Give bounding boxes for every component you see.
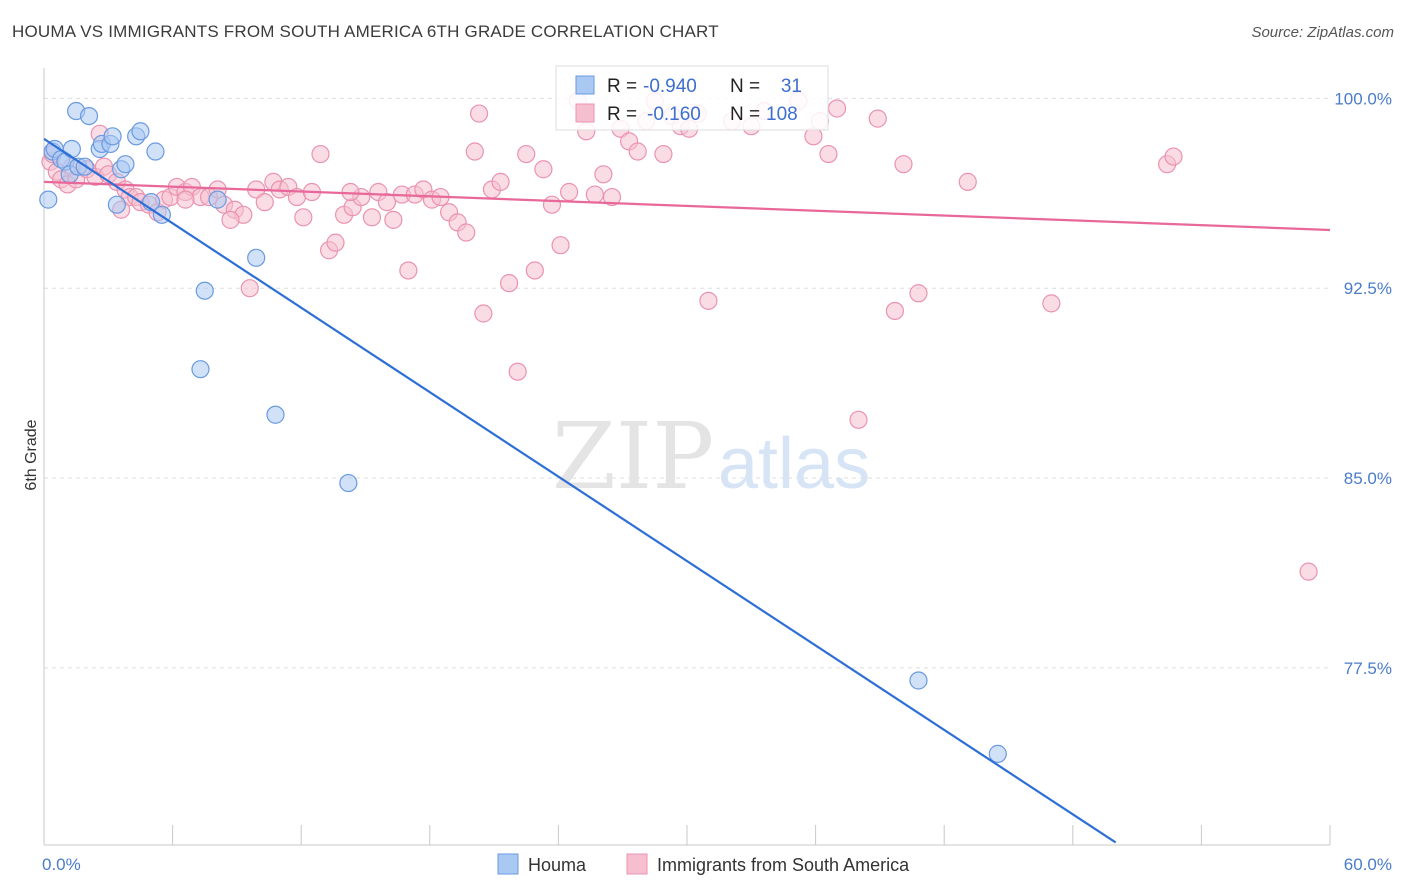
gridlines	[44, 97, 1330, 669]
point-immigrants	[326, 233, 345, 252]
watermark: ZIP atlas	[552, 403, 870, 510]
stats-n-label-immigrants: N =	[730, 104, 760, 125]
point-immigrants	[311, 144, 330, 164]
stats-r-value-immigrants: -0.160	[647, 104, 701, 125]
point-immigrants	[560, 182, 579, 202]
point-immigrants	[909, 284, 928, 303]
point-immigrants	[885, 301, 905, 321]
source-label: Source: ZipAtlas.com	[1251, 24, 1394, 41]
point-immigrants	[699, 291, 718, 310]
legend-swatch-immigrants[interactable]	[626, 853, 648, 875]
point-immigrants	[551, 236, 570, 255]
point-houma	[266, 405, 285, 424]
stats-box-frame	[555, 65, 829, 131]
point-immigrants	[585, 185, 604, 204]
point-immigrants	[827, 99, 847, 118]
stats-r-label-houma: R =	[607, 76, 637, 97]
x-tick-label-min: 0.0%	[42, 855, 81, 874]
stats-box: R = -0.940 N = 31 R = -0.160 N = 108	[555, 65, 829, 131]
stats-n-value-immigrants: 108	[766, 104, 798, 125]
point-immigrants	[534, 160, 553, 179]
point-immigrants	[628, 142, 647, 161]
point-immigrants	[221, 210, 240, 229]
point-immigrants	[508, 362, 527, 381]
x-tick-marks	[43, 825, 1331, 845]
point-houma	[191, 360, 210, 379]
y-tick-labels: 100.0% 92.5% 85.0% 77.5%	[1334, 89, 1392, 677]
watermark-zip: ZIP	[552, 403, 714, 510]
point-immigrants	[1299, 562, 1318, 581]
watermark-atlas: atlas	[718, 424, 870, 504]
point-immigrants	[602, 187, 622, 207]
legend-label-immigrants[interactable]: Immigrants from South America	[657, 855, 910, 875]
point-houma	[339, 473, 358, 493]
point-immigrants	[849, 410, 868, 429]
x-tick-label-max: 60.0%	[1344, 855, 1392, 874]
point-immigrants	[362, 208, 382, 227]
point-houma	[909, 671, 928, 690]
point-houma	[988, 744, 1007, 763]
point-houma	[195, 281, 214, 300]
y-tick-label: 100.0%	[1334, 89, 1392, 108]
point-houma	[62, 139, 81, 159]
point-immigrants	[525, 261, 544, 280]
point-immigrants	[176, 190, 195, 209]
stats-n-label-houma: N =	[730, 76, 760, 97]
point-houma	[79, 106, 99, 126]
trend-line-immigrants	[43, 180, 1331, 232]
point-immigrants	[341, 182, 360, 202]
point-immigrants	[399, 261, 418, 280]
point-immigrants	[294, 208, 313, 227]
point-houma	[146, 142, 165, 161]
point-immigrants	[500, 274, 519, 293]
point-immigrants	[384, 210, 403, 229]
point-immigrants	[465, 142, 484, 161]
point-immigrants	[469, 104, 489, 123]
y-tick-label: 77.5%	[1344, 659, 1392, 678]
point-immigrants	[240, 279, 259, 298]
point-immigrants	[457, 223, 476, 242]
point-houma	[107, 195, 126, 214]
point-immigrants	[474, 304, 493, 323]
point-houma	[116, 155, 135, 174]
legend: Houma Immigrants from South America	[497, 853, 910, 875]
trend-lines	[43, 137, 1331, 844]
point-immigrants	[819, 144, 838, 164]
stats-swatch-houma	[575, 75, 595, 95]
point-immigrants	[868, 109, 887, 128]
stats-swatch-immigrants	[575, 103, 595, 123]
stats-r-value-houma: -0.940	[643, 76, 697, 97]
point-houma	[208, 190, 227, 209]
point-immigrants	[517, 144, 536, 164]
stats-n-value-houma: 31	[781, 76, 802, 97]
point-houma	[103, 127, 122, 146]
legend-label-houma[interactable]: Houma	[528, 855, 587, 875]
point-immigrants	[594, 165, 613, 184]
stats-r-label-immigrants: R =	[607, 104, 637, 125]
y-tick-label: 85.0%	[1344, 469, 1392, 488]
point-immigrants	[894, 155, 913, 174]
point-immigrants	[1164, 147, 1183, 166]
point-immigrants	[1042, 294, 1061, 313]
point-houma	[247, 248, 266, 267]
y-axis-label: 6th Grade	[23, 419, 40, 490]
point-houma	[39, 190, 58, 209]
point-immigrants	[542, 195, 562, 214]
legend-swatch-houma[interactable]	[497, 853, 519, 875]
point-immigrants	[958, 172, 977, 191]
chart-title: HOUMA VS IMMIGRANTS FROM SOUTH AMERICA 6…	[12, 22, 719, 41]
point-immigrants	[255, 193, 274, 212]
point-immigrants	[377, 193, 397, 212]
point-immigrants	[491, 172, 510, 191]
point-houma	[131, 122, 150, 141]
y-tick-label: 92.5%	[1344, 279, 1392, 298]
point-immigrants	[654, 144, 673, 164]
trend-line-houma	[43, 137, 1117, 844]
